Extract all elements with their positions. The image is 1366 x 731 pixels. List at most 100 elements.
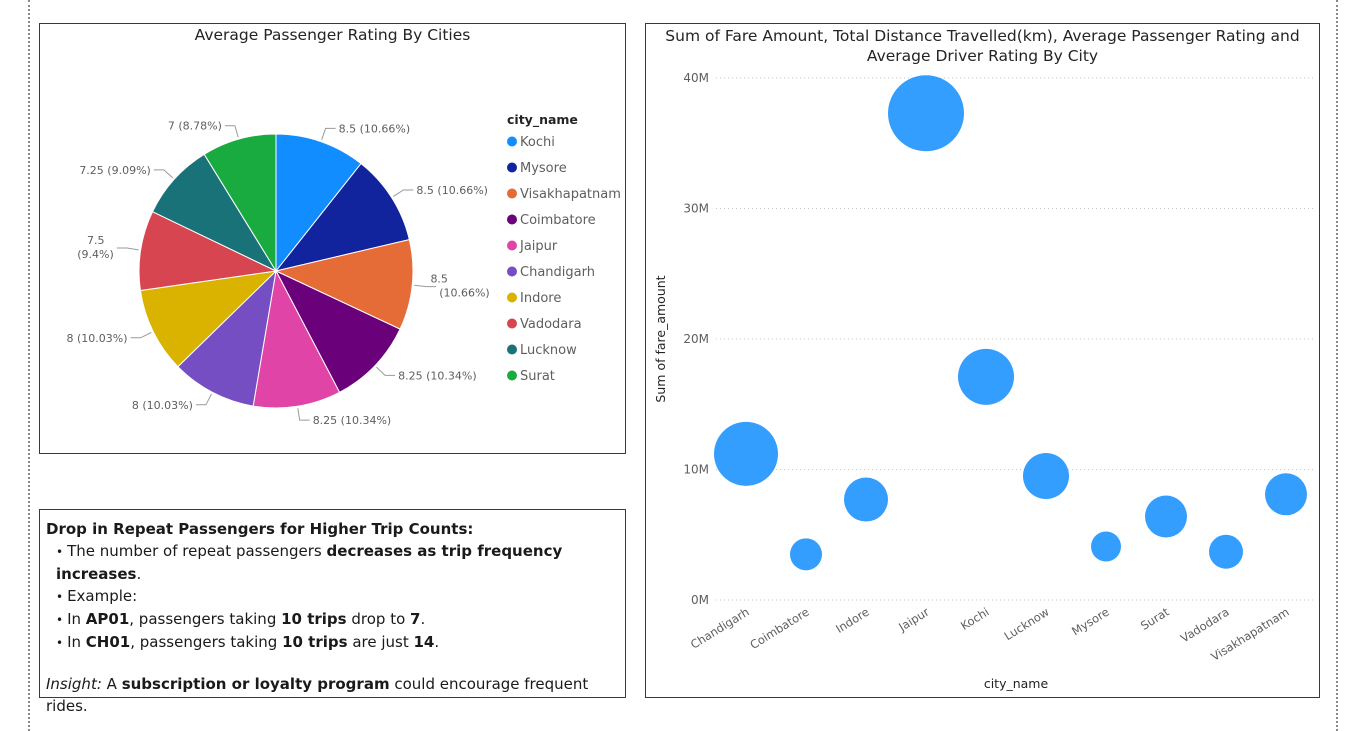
pie-chart-canvas: 8.5 (10.66%) 8.5 (10.66%) 8.5 (10.66%) 8.25 … [67, 112, 621, 427]
insight-text-segment: , passengers taking [130, 633, 283, 651]
insight-bold-text: 10 trips [282, 633, 348, 651]
legend-marker-mysore [507, 162, 517, 173]
y-tick-label: 10M [683, 463, 709, 477]
pie-slice-coimbatore[interactable] [274, 269, 401, 394]
insight-bold-text: 14 [413, 633, 435, 651]
insight-text-segment: In [67, 633, 86, 651]
pie-slice-visakhapatnam[interactable] [274, 238, 414, 330]
bubble-chart-title: Sum of Fare Amount, Total Distance Trave… [665, 27, 1300, 65]
bubble-chandigarh[interactable] [714, 421, 778, 486]
page-border-left [28, 0, 30, 731]
bullet-dot: • [56, 545, 64, 559]
x-tick-label-surat: Surat [1138, 604, 1172, 632]
insight-line: Insight: A subscription or loyalty progr… [46, 673, 619, 717]
bubble-jaipur[interactable] [888, 75, 964, 152]
legend-title: city_name [507, 112, 578, 128]
legend-marker-kochi [507, 136, 517, 147]
insight-heading: Drop in Repeat Passengers for Higher Tri… [46, 520, 474, 538]
pie-leader-line-mysore [393, 189, 414, 197]
insight-label: Insight: [46, 675, 102, 693]
bubble-lucknow[interactable] [1023, 453, 1069, 500]
x-tick-label-lucknow: Lucknow [1002, 605, 1052, 643]
y-tick-label: 0M [691, 593, 709, 607]
x-tick-label-kochi: Kochi [958, 605, 992, 633]
y-tick-label: 30M [683, 202, 709, 216]
x-tick-label-coimbatore: Coimbatore [747, 605, 811, 652]
pie-slice-lucknow[interactable] [151, 153, 278, 273]
insight-bullet: • The number of repeat passengers decreas… [46, 540, 619, 585]
pie-data-label: 7.5 (9.4%) [77, 234, 114, 261]
pie-slice-jaipur[interactable] [252, 269, 341, 409]
bubble-indore[interactable] [844, 477, 888, 522]
insight-text-segment: . [434, 633, 440, 651]
insight-text: A subscription or loyalty program could … [46, 675, 588, 715]
pie-slice-kochi[interactable] [275, 133, 362, 273]
insight-text-segment: drop to [346, 610, 411, 628]
insight-text-segment: are just [347, 633, 414, 651]
legend-item-visakhapatnam[interactable]: Visakhapatnam [520, 187, 621, 202]
legend-marker-surat [507, 370, 517, 381]
pie-slice-mysore[interactable] [274, 162, 410, 272]
legend-marker-coimbatore [507, 214, 517, 225]
insight-text-segment: In [67, 610, 86, 628]
pie-leader-line-jaipur [297, 408, 310, 421]
pie-data-label: 8.5 (10.66%) [416, 184, 488, 197]
pie-leader-line-coimbatore [376, 366, 396, 376]
bullet-dot: • [56, 590, 64, 604]
legend-item-vadodara[interactable]: Vadodara [520, 317, 582, 332]
pie-leader-line-visakhapatnam [414, 284, 437, 288]
pie-slice-surat[interactable] [203, 133, 277, 273]
insight-bullet: • In AP01, passengers taking 10 trips dro… [46, 608, 619, 631]
insight-bold-text: 7 [410, 610, 421, 628]
pie-chart-title: Average Passenger Rating By Cities [194, 26, 471, 44]
bubble-coimbatore[interactable] [790, 538, 822, 571]
bubble-vadodara[interactable] [1209, 534, 1243, 569]
insight-text-segment: The number of repeat passengers [67, 542, 327, 560]
pie-slice-vadodara[interactable] [138, 210, 278, 292]
bubble-chart-visual[interactable]: Sum of Fare Amount, Total Distance Trave… [645, 23, 1320, 698]
legend-marker-lucknow [507, 344, 517, 355]
insight-text-segment: . [420, 610, 426, 628]
legend-item-coimbatore[interactable]: Coimbatore [520, 213, 596, 228]
pie-slice-chandigarh[interactable] [177, 269, 277, 407]
insight-content: Drop in Repeat Passengers for Higher Tri… [46, 518, 619, 717]
bullet-dot: • [56, 636, 64, 650]
insight-bullet: • Example: [46, 585, 619, 608]
pie-leader-line-lucknow [153, 169, 174, 179]
legend-item-surat[interactable]: Surat [520, 369, 555, 384]
pie-data-label: 8 (10.03%) [67, 332, 128, 345]
legend-marker-chandigarh [507, 266, 517, 277]
pie-data-label: 7.25 (9.09%) [79, 164, 151, 177]
legend-marker-vadodara [507, 318, 517, 329]
insight-text-segment: A [101, 675, 122, 693]
insight-bold-text: 10 trips [281, 610, 347, 628]
bubble-mysore[interactable] [1091, 531, 1121, 562]
legend-item-lucknow[interactable]: Lucknow [520, 343, 577, 358]
insight-bold-text: subscription or loyalty program [121, 675, 390, 693]
pie-data-label: 8 (10.03%) [132, 399, 193, 412]
bubble-chart-canvas: 0M 10M 20M 30M 40M Sum of fare_amount Chandiga… [653, 71, 1316, 691]
y-axis-title: Sum of fare_amount [653, 275, 668, 402]
pie-leader-line-kochi [321, 127, 336, 140]
bubble-visakhapatnam[interactable] [1265, 473, 1307, 516]
page-border-right [1336, 0, 1338, 731]
insight-bold-text: CH01 [85, 633, 131, 651]
bubble-kochi[interactable] [958, 348, 1014, 405]
pie-data-label: 7 (8.78%) [168, 120, 222, 133]
legend-item-chandigarh[interactable]: Chandigarh [520, 265, 595, 280]
legend-marker-indore [507, 292, 517, 303]
legend-item-indore[interactable]: Indore [520, 291, 561, 306]
pie-chart-visual[interactable]: Average Passenger Rating By Cities 8.5 (… [39, 23, 626, 454]
insight-bold-text: decreases as trip frequency increases [56, 542, 563, 583]
legend-item-jaipur[interactable]: Jaipur [519, 239, 558, 254]
pie-leader-line-surat [224, 125, 239, 138]
insight-bullet: • In CH01, passengers taking 10 trips are… [46, 631, 619, 654]
pie-leader-line-vadodara [116, 247, 139, 251]
legend-item-mysore[interactable]: Mysore [520, 161, 567, 176]
insight-text-segment: , passengers taking [129, 610, 282, 628]
insight-text-segment: . [136, 565, 142, 583]
pie-slice-indore[interactable] [139, 270, 278, 368]
bubble-surat[interactable] [1145, 495, 1187, 538]
legend-item-kochi[interactable]: Kochi [520, 135, 555, 150]
x-tick-label-indore: Indore [833, 605, 871, 636]
